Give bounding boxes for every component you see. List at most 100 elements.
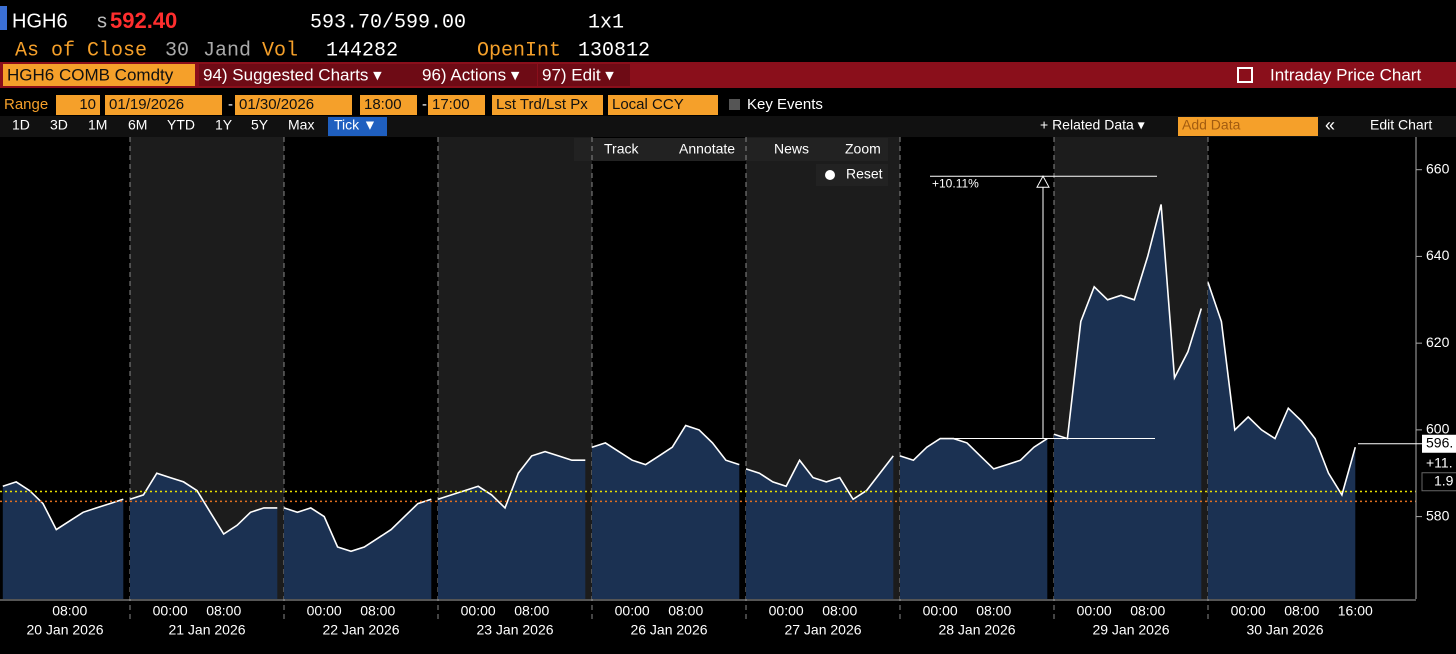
- price-area: [1208, 282, 1356, 599]
- period-button: 1M: [88, 117, 107, 133]
- close-label: As of Close: [15, 39, 147, 62]
- last-price: 592.40: [110, 8, 177, 33]
- range-separator: -: [228, 96, 233, 113]
- price-area: [438, 451, 586, 599]
- menu-button[interactable]: [538, 64, 630, 86]
- x-tick-label: 00:00: [461, 603, 496, 619]
- x-tick-label: 00:00: [923, 603, 958, 619]
- period-button: YTD: [167, 117, 195, 133]
- range-end-time: 17:00: [432, 96, 470, 113]
- last-value-box: [1422, 434, 1456, 453]
- reset-button[interactable]: [816, 164, 888, 186]
- open-interest: 130812: [578, 39, 650, 62]
- x-date-label: 30 Jan 2026: [1246, 622, 1323, 638]
- price-area: [130, 473, 278, 599]
- range-field[interactable]: [56, 95, 100, 115]
- range-field[interactable]: [428, 95, 485, 115]
- x-date-label: 28 Jan 2026: [938, 622, 1015, 638]
- range-field[interactable]: [492, 95, 603, 115]
- x-date-label: 20 Jan 2026: [26, 622, 103, 638]
- last-value-label: 596.: [1426, 434, 1453, 450]
- x-tick-label: 00:00: [307, 603, 342, 619]
- range-count: 10: [79, 96, 96, 113]
- x-tick-label: 00:00: [1077, 603, 1112, 619]
- security: HGH6 COMB Comdty: [7, 65, 174, 84]
- chart-tool[interactable]: Track: [604, 141, 639, 157]
- range-separator: -: [422, 96, 427, 113]
- price-line: [2, 481, 124, 531]
- menu-item: 97) Edit ▾: [542, 65, 614, 84]
- change-pct-box: [1421, 472, 1456, 492]
- price-line: [591, 424, 740, 466]
- price-line: [129, 472, 278, 536]
- key-events-checkbox[interactable]: [729, 99, 740, 110]
- x-date-label: 26 Jan 2026: [630, 622, 707, 638]
- price-line: [1053, 204, 1203, 440]
- price-area: [592, 425, 740, 599]
- x-tick-label: 08:00: [514, 603, 549, 619]
- change-label: +11.: [1426, 454, 1453, 470]
- change-pct-label: 1.9: [1434, 472, 1454, 488]
- window-marker: [0, 6, 7, 30]
- period-button: 6M: [128, 117, 147, 133]
- ticker: HGH6: [12, 10, 68, 32]
- x-date-label: 21 Jan 2026: [168, 622, 245, 638]
- range-price-field: Lst Trd/Lst Px: [496, 96, 588, 113]
- x-tick-label: 08:00: [206, 603, 241, 619]
- menu-item: 96) Actions ▾: [422, 65, 520, 84]
- size: 1x1: [588, 11, 624, 34]
- x-tick-label: 00:00: [769, 603, 804, 619]
- x-date-label: 22 Jan 2026: [322, 622, 399, 638]
- security-box[interactable]: [3, 64, 195, 86]
- chart-tool[interactable]: News: [774, 141, 809, 157]
- related-data: + Related Data ▾: [1040, 117, 1145, 133]
- x-tick-label: 08:00: [360, 603, 395, 619]
- x-tick-label: 08:00: [822, 603, 857, 619]
- range-field[interactable]: [105, 95, 222, 115]
- chart-tool[interactable]: Annotate: [679, 141, 735, 157]
- add-data: Add Data: [1182, 117, 1241, 133]
- period-selected: [328, 117, 387, 136]
- range-start-date: 01/19/2026: [109, 96, 184, 113]
- x-date-label: 29 Jan 2026: [1092, 622, 1169, 638]
- range-label: Range: [4, 96, 48, 113]
- range-field[interactable]: [360, 95, 417, 115]
- measure-arrowhead: [1036, 175, 1050, 188]
- range-field[interactable]: [235, 95, 352, 115]
- x-tick-label: 08:00: [1130, 603, 1165, 619]
- x-tick-label: 16:00: [1338, 603, 1373, 619]
- price-area: [1054, 204, 1202, 599]
- close-day: 30: [165, 39, 189, 62]
- range-end-date: 01/30/2026: [239, 96, 314, 113]
- period-button: 1D: [12, 117, 30, 133]
- menu-item: 94) Suggested Charts ▾: [203, 65, 382, 84]
- chart-tool[interactable]: Zoom: [845, 141, 881, 157]
- y-tick-label: 640: [1426, 247, 1450, 263]
- measure-label: +10.11%: [932, 176, 979, 190]
- period-button: 5Y: [251, 117, 269, 133]
- range-field[interactable]: [608, 95, 718, 115]
- price-line: [745, 455, 894, 501]
- x-tick-label: 08:00: [52, 603, 87, 619]
- volume: 144282: [326, 39, 398, 62]
- range-currency: Local CCY: [612, 96, 684, 113]
- chart-toolbar: [574, 138, 888, 161]
- add-data-field[interactable]: [1178, 117, 1318, 136]
- price-line: [283, 498, 432, 553]
- close-month: Jand: [203, 39, 251, 62]
- price-area: [2, 481, 124, 599]
- x-tick-label: 00:00: [1231, 603, 1266, 619]
- popout-icon[interactable]: [1237, 67, 1253, 83]
- x-date-label: 27 Jan 2026: [784, 622, 861, 638]
- menu-button[interactable]: [418, 64, 537, 86]
- volume-label: Vol: [262, 39, 298, 62]
- collapse: «: [1325, 115, 1335, 135]
- price-line: [1207, 282, 1357, 497]
- y-tick-label: 600: [1426, 421, 1450, 437]
- x-tick-label: 00:00: [615, 603, 650, 619]
- range-start-time: 18:00: [364, 96, 402, 113]
- menu-button[interactable]: [199, 64, 418, 86]
- x-date-label: 23 Jan 2026: [476, 622, 553, 638]
